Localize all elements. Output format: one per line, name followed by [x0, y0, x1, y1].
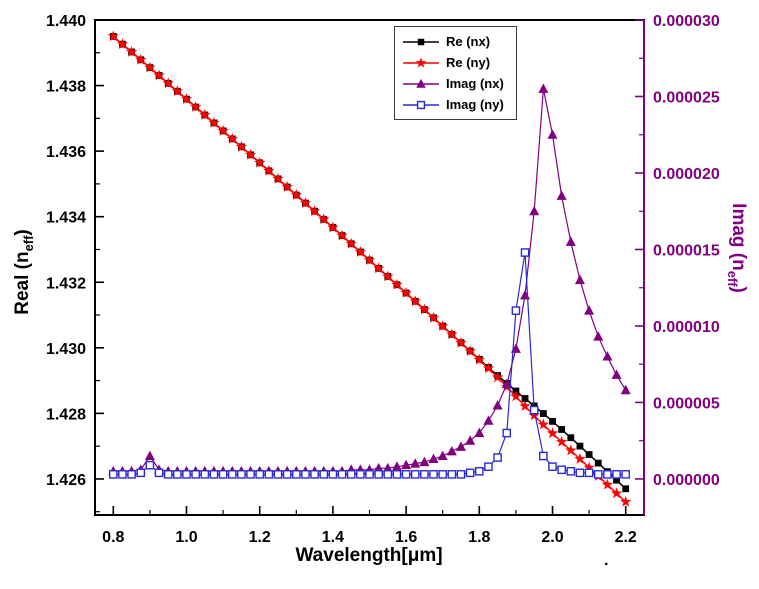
legend-marker-re-nx-icon	[402, 34, 440, 50]
stray-dot: .	[604, 552, 609, 569]
legend-marker-re-ny-icon	[402, 55, 440, 71]
x-tick-label: 2.2	[615, 529, 637, 546]
y-right-tick-label: 0.000015	[653, 242, 720, 259]
y-left-tick-label: 1.436	[46, 144, 86, 161]
series-imag-ny	[108, 248, 630, 479]
x-tick-label: 1.4	[322, 529, 344, 546]
y-right-tick-label: 0.000030	[653, 13, 720, 30]
y-right-title-post: )	[727, 286, 749, 293]
y-left-tick-label: 1.430	[46, 341, 86, 358]
x-tick-label: 1.2	[249, 529, 271, 546]
legend-item-imag-nx: Imag (nx)	[402, 74, 504, 93]
y-left-tick-label: 1.428	[46, 406, 86, 423]
legend-item-imag-ny: Imag (ny)	[402, 95, 504, 114]
y-right-tick-label: 0.000005	[653, 395, 720, 412]
x-tick-label: 1.8	[468, 529, 490, 546]
y-right-tick-label: 0.000000	[653, 472, 720, 489]
y-left-tick-label: 1.432	[46, 275, 86, 292]
legend-box: Re (nx) Re (ny) Imag (nx) Imag (ny)	[394, 26, 517, 120]
y-left-tick-label: 1.426	[46, 472, 86, 489]
y-axis-title-right: Imag (neff)	[725, 203, 749, 293]
legend-label-re-ny: Re (ny)	[446, 55, 491, 70]
y-right-tick-label: 0.000010	[653, 319, 720, 336]
legend-item-re-nx: Re (nx)	[402, 32, 504, 51]
legend-marker-imag-ny-icon	[402, 97, 440, 113]
y-right-tick-label: 0.000025	[653, 89, 720, 106]
y-left-tick-label: 1.434	[46, 210, 86, 227]
x-tick-label: 0.8	[102, 529, 124, 546]
y-left-tick-label: 1.438	[46, 79, 86, 96]
legend-marker-imag-nx-icon	[402, 76, 440, 92]
x-tick-label: 1.6	[395, 529, 417, 546]
y-right-title-pre: Imag (n	[727, 203, 749, 271]
series-imag-nx	[108, 83, 631, 476]
y-left-title-post: )	[12, 229, 34, 236]
legend-label-re-nx: Re (nx)	[446, 34, 491, 49]
y-left-title-pre: Real (n	[12, 251, 34, 315]
y-right-title-sub: eff	[725, 270, 741, 287]
legend-item-re-ny: Re (ny)	[402, 53, 504, 72]
y-right-tick-label: 0.000020	[653, 166, 720, 183]
axis-ticks-and-labels: 0.8 1.0 1.2 1.4 1.6 1.8 2.0 2.2 1.426 1.428 1.430 1…	[46, 13, 720, 546]
x-tick-label: 2.0	[541, 529, 563, 546]
x-axis-title: Wavelength[μm]	[295, 545, 443, 566]
legend-label-imag-nx: Imag (nx)	[446, 76, 504, 91]
legend-label-imag-ny: Imag (ny)	[446, 97, 504, 112]
y-axis-title-left: Real (neff)	[12, 229, 36, 314]
x-tick-label: 1.0	[175, 529, 197, 546]
y-left-title-sub: eff	[20, 235, 36, 252]
y-left-tick-label: 1.440	[46, 13, 86, 30]
